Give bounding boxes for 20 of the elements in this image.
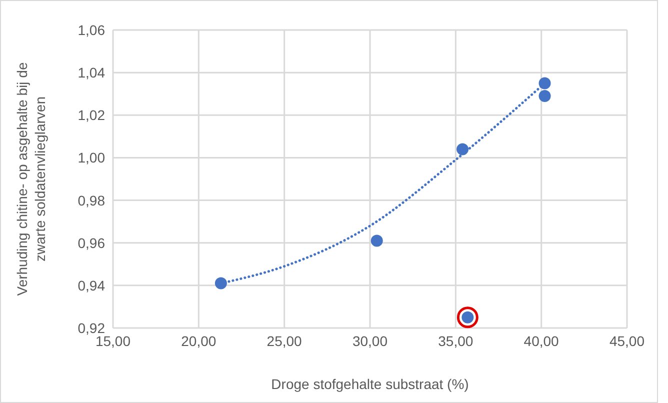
x-tick-label: 45,00 — [609, 332, 645, 349]
x-tick-label: 35,00 — [438, 332, 474, 349]
x-tick-label: 25,00 — [266, 332, 302, 349]
point — [538, 90, 551, 102]
point — [456, 143, 469, 156]
x-tick-label: 40,00 — [524, 332, 560, 349]
y-tick-label: 1,02 — [78, 107, 106, 124]
x-tick-label: 20,00 — [181, 332, 216, 349]
point — [214, 277, 227, 290]
y-tick-label: 0,94 — [78, 277, 106, 294]
y-tick-label: 1,04 — [78, 64, 106, 81]
y-axis-title: Verhuding chitine- op asgehalte bij de zwarte soldatenvlieglarven — [14, 62, 48, 296]
y-tick-label: 0,96 — [78, 234, 106, 251]
y-tick-label: 1,00 — [78, 150, 106, 166]
point — [370, 234, 383, 247]
x-tick-label: 30,00 — [352, 332, 388, 349]
point — [538, 77, 551, 90]
x-axis-title: Droge stofgehalte substraat (%) — [271, 376, 469, 392]
y-tick-label: 0,98 — [78, 192, 106, 208]
y-tick-label: 1,06 — [78, 22, 106, 38]
